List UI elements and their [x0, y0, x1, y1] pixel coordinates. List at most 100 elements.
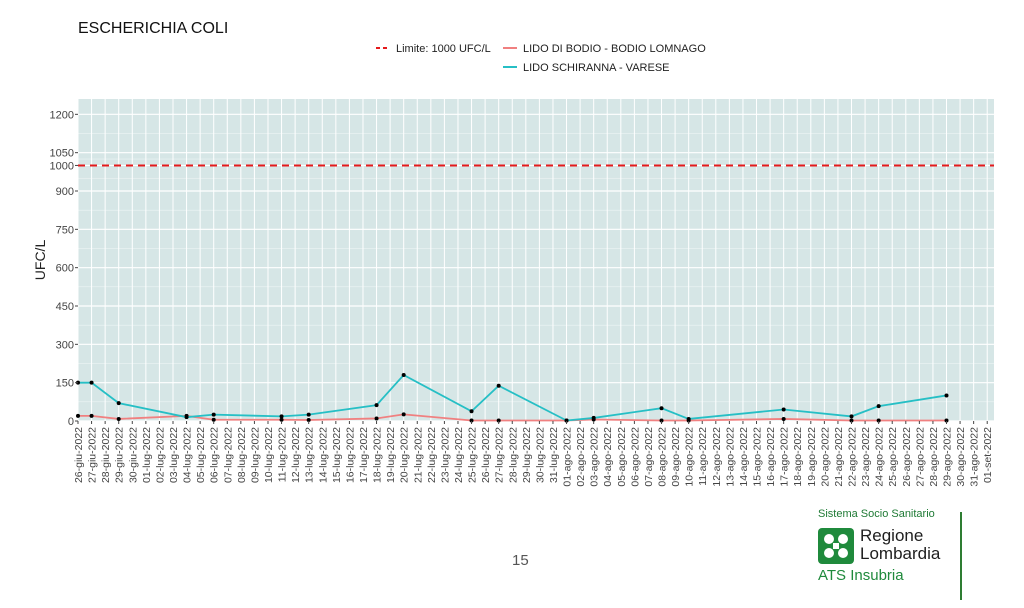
y-axis-label: UFC/L: [32, 240, 48, 281]
page-number: 15: [512, 552, 529, 569]
x-tick-label: 12-lug-2022: [290, 427, 302, 483]
x-tick-label: 26-giu-2022: [73, 427, 85, 483]
data-point-2: [469, 409, 474, 414]
y-tick-label: 1200: [50, 109, 74, 121]
x-tick-label: 01-ago-2022: [562, 427, 574, 487]
data-point-2: [659, 406, 664, 411]
x-tick-label: 16-ago-2022: [765, 427, 777, 487]
legend-label: LIDO DI BODIO - BODIO LOMNAGO: [523, 43, 706, 55]
data-point-1: [116, 416, 121, 421]
x-tick-label: 02-ago-2022: [575, 427, 587, 487]
x-tick-label: 21-ago-2022: [833, 427, 845, 487]
x-tick-label: 06-ago-2022: [629, 427, 641, 487]
x-tick-label: 19-lug-2022: [385, 427, 397, 483]
data-point-1: [876, 418, 881, 423]
x-tick-label: 17-lug-2022: [358, 427, 370, 483]
data-point-1: [306, 417, 311, 422]
data-point-2: [116, 401, 121, 406]
x-tick-label: 11-ago-2022: [697, 427, 709, 486]
x-tick-label: 09-lug-2022: [249, 427, 261, 483]
x-tick-label: 25-lug-2022: [467, 427, 479, 483]
x-tick-label: 26-lug-2022: [480, 427, 492, 483]
data-point-1: [279, 417, 284, 422]
x-tick-label: 15-lug-2022: [331, 427, 343, 483]
x-tick-label: 15-ago-2022: [752, 427, 764, 487]
x-tick-label: 27-lug-2022: [494, 427, 506, 483]
chart-title: ESCHERICHIA COLI: [78, 20, 229, 37]
x-tick-label: 23-ago-2022: [860, 427, 872, 487]
x-tick-label: 28-ago-2022: [928, 427, 940, 487]
x-tick-label: 28-lug-2022: [507, 427, 519, 483]
y-tick-label: 1000: [50, 160, 74, 172]
x-tick-label: 22-lug-2022: [426, 427, 438, 483]
x-tick-label: 13-lug-2022: [304, 427, 316, 483]
x-tick-label: 04-lug-2022: [182, 427, 194, 483]
x-tick-label: 29-ago-2022: [942, 427, 954, 487]
x-tick-label: 24-lug-2022: [453, 427, 465, 483]
x-tick-label: 12-ago-2022: [711, 427, 723, 487]
x-tick-label: 31-ago-2022: [969, 427, 981, 487]
data-point-1: [496, 418, 501, 423]
x-tick-label: 03-ago-2022: [589, 427, 601, 487]
data-point-2: [849, 414, 854, 419]
x-tick-label: 19-ago-2022: [806, 427, 818, 487]
data-point-2: [496, 383, 501, 388]
x-tick-label: 30-ago-2022: [955, 427, 967, 487]
x-tick-label: 16-lug-2022: [344, 427, 356, 483]
x-tick-label: 14-lug-2022: [317, 427, 329, 483]
x-tick-label: 23-lug-2022: [439, 427, 451, 483]
x-tick-label: 25-ago-2022: [887, 427, 899, 487]
x-tick-label: 04-ago-2022: [602, 427, 614, 487]
x-tick-label: 29-lug-2022: [521, 427, 533, 483]
data-point-1: [469, 418, 474, 423]
y-tick-label: 900: [56, 186, 74, 198]
data-point-1: [401, 412, 406, 417]
chart: Limite: 1000 UFC/L LIDO DI BODIO - BODIO …: [32, 43, 994, 487]
data-point-2: [279, 414, 284, 419]
logo-region-line1: Regione: [860, 526, 924, 545]
x-tick-label: 20-lug-2022: [399, 427, 411, 483]
x-tick-label: 22-ago-2022: [847, 427, 859, 487]
x-tick-label: 06-lug-2022: [209, 427, 221, 483]
x-tick-label: 31-lug-2022: [548, 427, 560, 483]
logo-agency: ATS Insubria: [818, 567, 904, 584]
x-tick-label: 18-lug-2022: [372, 427, 384, 483]
x-tick-label: 29-giu-2022: [114, 427, 126, 483]
y-tick-label: 450: [56, 301, 74, 313]
x-tick-label: 26-ago-2022: [901, 427, 913, 487]
series-group: [76, 373, 949, 423]
x-tick-label: 14-ago-2022: [738, 427, 750, 487]
x-tick-label: 01-set-2022: [982, 427, 994, 483]
x-tick-label: 05-lug-2022: [195, 427, 207, 483]
x-tick-label: 27-giu-2022: [87, 427, 99, 483]
data-point-1: [211, 417, 216, 422]
data-point-2: [374, 403, 379, 408]
x-tick-label: 08-lug-2022: [236, 427, 248, 483]
data-point-1: [374, 416, 379, 421]
x-tick-label: 01-lug-2022: [141, 427, 153, 483]
data-point-2: [876, 404, 881, 409]
x-tick-label: 21-lug-2022: [412, 427, 424, 483]
logo-divider: [960, 512, 962, 600]
data-point-1: [659, 418, 664, 423]
data-point-2: [401, 373, 406, 377]
x-tick-label: 07-lug-2022: [222, 427, 234, 483]
x-tick-label: 20-ago-2022: [819, 427, 831, 487]
data-point-2: [944, 393, 949, 398]
y-tick-label: 150: [56, 378, 74, 390]
y-tick-label: 600: [56, 263, 74, 275]
x-tick-label: 09-ago-2022: [670, 427, 682, 487]
data-point-2: [306, 412, 311, 417]
legend: Limite: 1000 UFC/L LIDO DI BODIO - BODIO …: [376, 43, 706, 74]
y-tick-label: 750: [56, 224, 74, 236]
data-point-1: [781, 416, 786, 421]
x-tick-label: 05-ago-2022: [616, 427, 628, 487]
logo-system-text: Sistema Socio Sanitario: [818, 508, 935, 520]
data-point-2: [184, 415, 189, 420]
data-point-2: [591, 415, 596, 420]
x-tick-label: 10-lug-2022: [263, 427, 275, 483]
legend-label: LIDO SCHIRANNA - VARESE: [523, 62, 670, 74]
x-tick-label: 18-ago-2022: [792, 427, 804, 487]
x-tick-label: 03-lug-2022: [168, 427, 180, 483]
